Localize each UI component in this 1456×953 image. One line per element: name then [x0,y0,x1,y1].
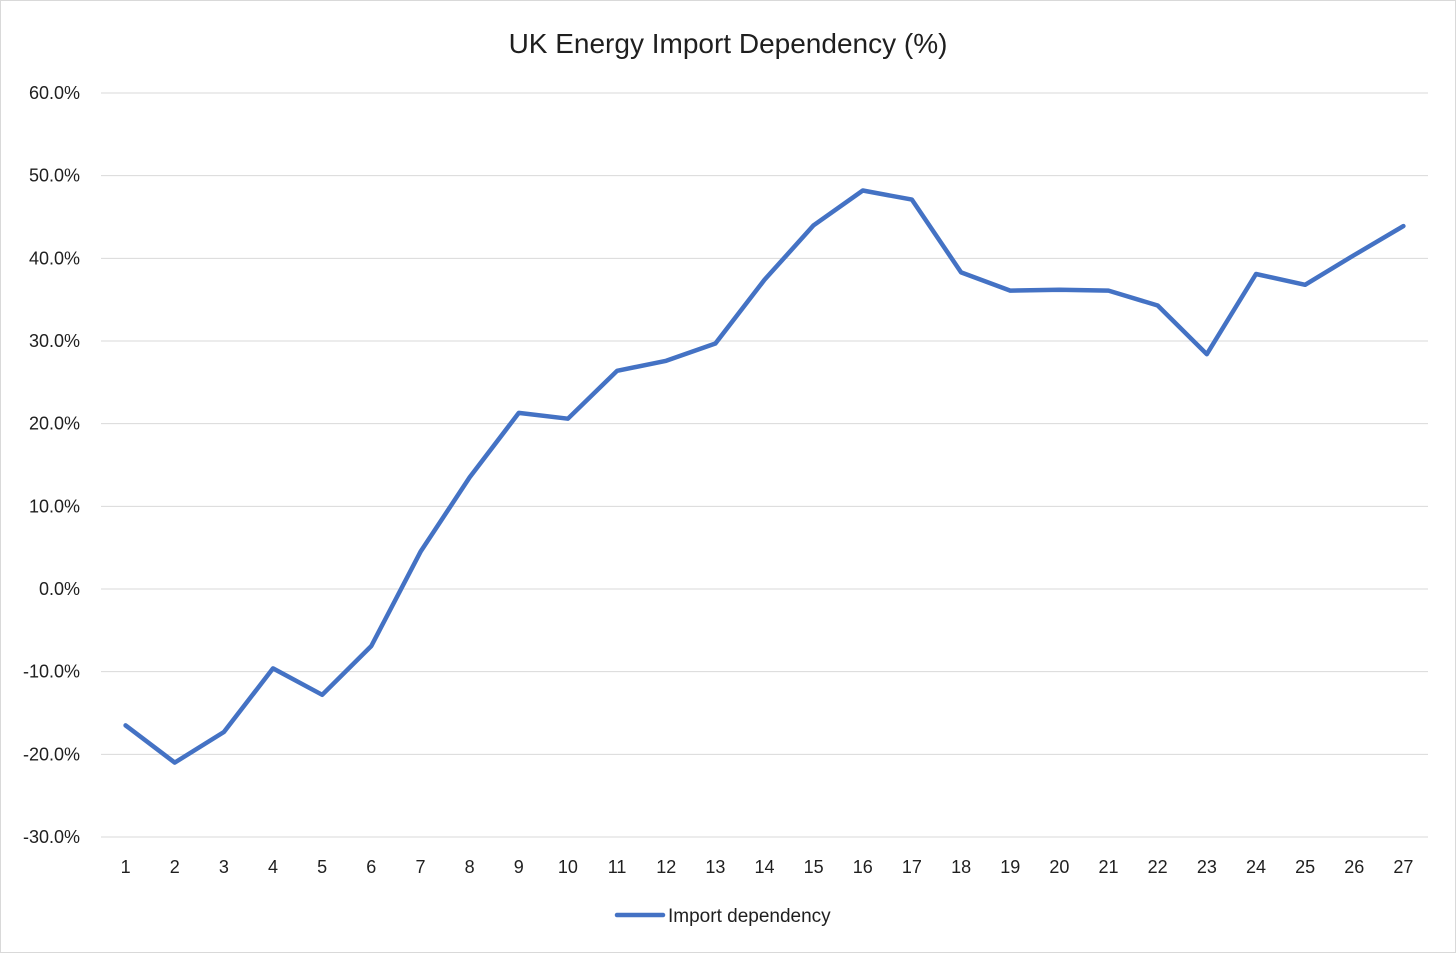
x-tick-label: 21 [1099,857,1119,877]
y-tick-label: 40.0% [29,248,80,268]
y-tick-label: 0.0% [39,579,80,599]
x-tick-label: 23 [1197,857,1217,877]
x-tick-label: 26 [1344,857,1364,877]
x-tick-label: 27 [1393,857,1413,877]
x-tick-label: 3 [219,857,229,877]
series-layer [123,188,1406,765]
y-tick-label: 60.0% [29,83,80,103]
y-tick-label: -30.0% [23,827,80,847]
x-tick-label: 5 [317,857,327,877]
x-tick-label: 19 [1000,857,1020,877]
y-axis-tick-labels: 60.0% 50.0% 40.0% 30.0% 20.0% 10.0% 0.0% -10.0%… [23,83,80,847]
x-axis-tick-labels: 1 2 3 4 5 6 7 8 9 10 11 12 13 14 15 16 17 18 19 20 21 22 23 24 2… [121,857,1414,877]
x-tick-label: 1 [121,857,131,877]
y-tick-label: 50.0% [29,166,80,186]
y-tick-label: 20.0% [29,414,80,434]
x-tick-label: 20 [1049,857,1069,877]
x-tick-label: 25 [1295,857,1315,877]
x-tick-label: 22 [1148,857,1168,877]
series-line-import-dependency [123,188,1406,765]
legend: Import dependency [614,906,831,927]
y-tick-label: -20.0% [23,744,80,764]
x-tick-label: 7 [415,857,425,877]
x-tick-label: 17 [902,857,922,877]
x-tick-label: 18 [951,857,971,877]
x-tick-label: 12 [656,857,676,877]
x-tick-label: 16 [853,857,873,877]
chart-title: UK Energy Import Dependency (%) [509,28,948,59]
y-tick-label: -10.0% [23,662,80,682]
legend-label-import-dependency: Import dependency [668,906,831,927]
x-tick-label: 6 [366,857,376,877]
y-tick-label: 10.0% [29,496,80,516]
gridlines [101,92,1428,838]
x-tick-label: 8 [465,857,475,877]
x-tick-label: 2 [170,857,180,877]
x-tick-label: 11 [608,857,627,877]
x-tick-label: 13 [705,857,725,877]
x-tick-label: 9 [514,857,524,877]
y-tick-label: 30.0% [29,331,80,351]
x-tick-label: 4 [268,857,278,877]
x-tick-label: 10 [558,857,578,877]
x-tick-label: 14 [754,857,774,877]
x-tick-label: 24 [1246,857,1266,877]
x-tick-label: 15 [804,857,824,877]
